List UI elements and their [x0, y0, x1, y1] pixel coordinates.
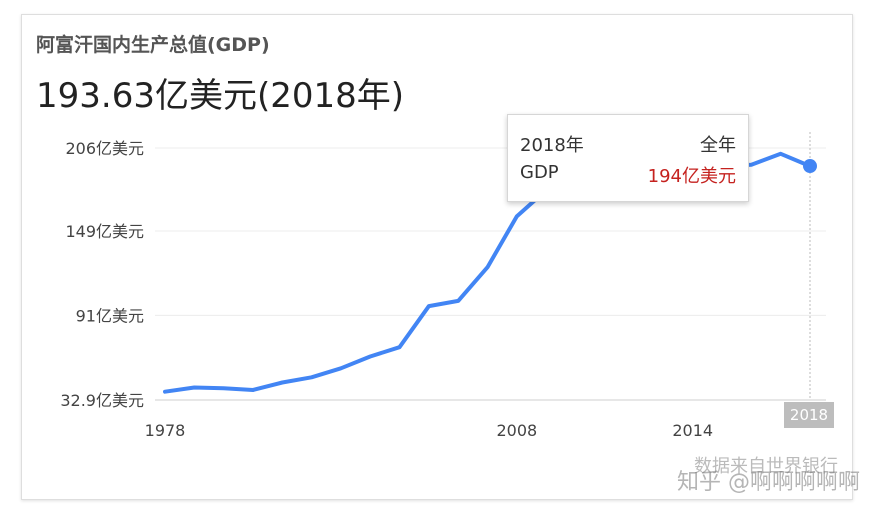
- tooltip-row-value: GDP 194亿美元: [520, 162, 736, 187]
- x-tick-label-2: 2014: [672, 421, 713, 440]
- headline-value: 193.63亿美元(2018年): [36, 76, 405, 116]
- highlight: 2018: [784, 132, 834, 428]
- data-tooltip: 2018年 全年 GDP 194亿美元: [507, 114, 749, 202]
- y-tick-label-3: 206亿美元: [65, 139, 144, 158]
- tooltip-value: 194亿美元: [647, 166, 736, 187]
- y-tick-label-1: 91亿美元: [76, 306, 144, 325]
- y-tick-label-0: 32.9亿美元: [60, 391, 144, 410]
- tooltip-year: 2018年: [520, 135, 584, 156]
- site-watermark: 知乎 @啊啊啊啊啊: [677, 470, 860, 495]
- highlight-label: 2018: [790, 406, 828, 424]
- y-axis-labels: 32.9亿美元 91亿美元 149亿美元 206亿美元: [60, 139, 144, 410]
- tooltip-period: 全年: [700, 135, 736, 156]
- x-axis-labels: 1978 2008 2014: [145, 421, 713, 440]
- source-watermark: 数据来自世界银行: [694, 456, 838, 477]
- y-tick-label-2: 149亿美元: [65, 222, 144, 241]
- highlight-label-bg: [784, 402, 834, 428]
- x-tick-label-1: 2008: [496, 421, 537, 440]
- x-tick-label-0: 1978: [145, 421, 186, 440]
- tooltip-metric: GDP: [520, 162, 559, 183]
- tooltip-row-period: 2018年 全年: [520, 131, 736, 157]
- chart-title: 阿富汗国内生产总值(GDP): [36, 34, 270, 56]
- chart-card: [21, 14, 853, 500]
- highlight-point: [803, 159, 817, 174]
